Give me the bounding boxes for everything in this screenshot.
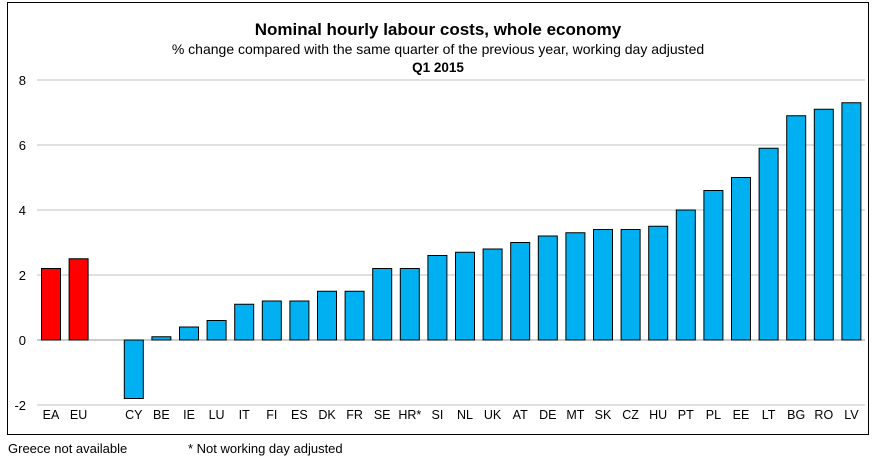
y-tick-label: 8: [19, 73, 26, 88]
bar-pl: [703, 190, 724, 341]
bar-es: [289, 300, 310, 341]
x-tick-label: LU: [209, 408, 225, 422]
x-tick-label: SE: [374, 408, 391, 422]
bar-be: [151, 336, 172, 341]
x-tick-label: MT: [566, 408, 584, 422]
x-tick-label: BG: [787, 408, 805, 422]
x-tick-label: HR*: [398, 408, 421, 422]
x-tick-label: LT: [762, 408, 776, 422]
x-tick-label: DK: [318, 408, 336, 422]
x-tick-label: PT: [678, 408, 694, 422]
x-tick-label: CY: [125, 408, 143, 422]
footnote-asterisk: * Not working day adjusted: [188, 441, 343, 456]
bar-de: [537, 235, 558, 341]
x-tick-label: BE: [153, 408, 170, 422]
bar-ie: [179, 326, 199, 341]
bar-cy: [123, 339, 144, 399]
x-tick-label: UK: [484, 408, 502, 422]
bar-fr: [344, 290, 365, 341]
bar-lt: [758, 147, 779, 341]
y-tick-label: 0: [19, 333, 26, 348]
x-tick-label: HU: [649, 408, 667, 422]
bar-bg: [786, 115, 807, 341]
bar-nl: [455, 251, 475, 341]
bar-lu: [206, 320, 227, 341]
x-tick-label: SK: [595, 408, 612, 422]
x-tick-label: EE: [733, 408, 750, 422]
y-tick-label: 2: [19, 268, 26, 283]
bar-hr: [399, 268, 420, 341]
bar-se: [372, 268, 393, 341]
x-tick-label: ES: [291, 408, 308, 422]
x-tick-label: IT: [239, 408, 250, 422]
bar-ee: [731, 177, 751, 341]
bar-ea: [41, 268, 61, 341]
x-tick-label: PL: [706, 408, 721, 422]
x-tick-label: DE: [539, 408, 556, 422]
x-tick-label: EU: [70, 408, 87, 422]
y-tick-label: 4: [19, 203, 26, 218]
bar-uk: [482, 248, 503, 341]
bar-ro: [813, 108, 834, 341]
x-tick-label: LV: [844, 408, 859, 422]
bar-cz: [620, 229, 641, 341]
chart-period: Q1 2015: [412, 60, 464, 75]
bar-fi: [261, 300, 282, 341]
chart-subtitle: % change compared with the same quarter …: [171, 41, 705, 57]
bar-hu: [648, 225, 669, 341]
bar-it: [234, 303, 255, 341]
bar-si: [427, 255, 448, 341]
bar-eu: [68, 258, 89, 341]
x-tick-label: FI: [266, 408, 277, 422]
bar-mt: [565, 232, 586, 341]
bar-at: [510, 242, 531, 341]
x-tick-label: NL: [457, 408, 473, 422]
x-tick-label: CZ: [622, 408, 639, 422]
chart-frame: [7, 2, 869, 435]
y-tick-label: -2: [14, 398, 26, 413]
x-tick-label: AT: [513, 408, 528, 422]
x-tick-label: EA: [43, 408, 60, 422]
bar-sk: [593, 229, 613, 341]
x-tick-label: FR: [346, 408, 363, 422]
bar-dk: [317, 290, 337, 341]
y-tick-label: 6: [19, 138, 26, 153]
footnote-greece: Greece not available: [8, 441, 128, 456]
bar-lv: [841, 102, 862, 341]
chart-title: Nominal hourly labour costs, whole econo…: [254, 20, 622, 39]
bar-pt: [675, 209, 696, 341]
x-tick-label: RO: [814, 408, 833, 422]
x-tick-label: SI: [431, 408, 443, 422]
x-tick-label: IE: [183, 408, 195, 422]
